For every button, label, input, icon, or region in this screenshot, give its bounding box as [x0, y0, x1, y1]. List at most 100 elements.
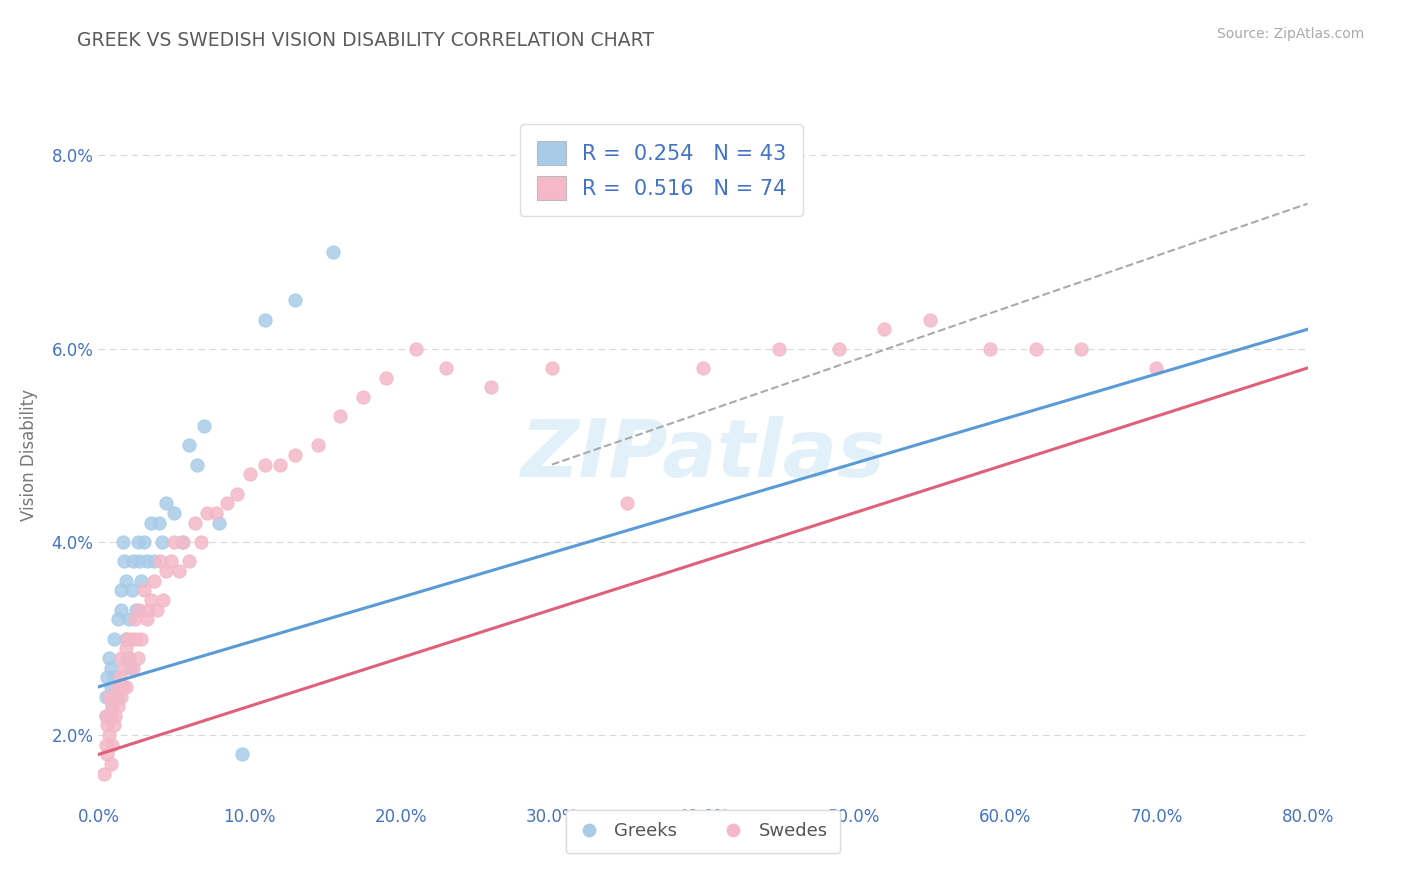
Point	[152, 592, 174, 607]
Point	[110, 690, 132, 704]
Point	[114, 632, 136, 646]
Point	[179, 438, 201, 452]
Point	[352, 390, 374, 404]
Point	[768, 342, 790, 356]
Point	[160, 554, 183, 568]
Point	[114, 574, 136, 588]
Point	[107, 612, 129, 626]
Point	[163, 506, 186, 520]
Point	[100, 757, 122, 772]
Point	[208, 516, 231, 530]
Point	[143, 554, 166, 568]
Point	[141, 592, 163, 607]
Point	[253, 458, 276, 472]
Point	[129, 632, 152, 646]
Point	[94, 738, 117, 752]
Point	[100, 680, 122, 694]
Point	[94, 708, 117, 723]
Point	[172, 534, 194, 549]
Point	[115, 651, 138, 665]
Point	[1070, 342, 1092, 356]
Point	[405, 342, 427, 356]
Point	[141, 516, 163, 530]
Point	[146, 602, 169, 616]
Point	[284, 448, 307, 462]
Point	[101, 699, 124, 714]
Point	[112, 660, 135, 674]
Point	[96, 718, 118, 732]
Point	[828, 342, 851, 356]
Point	[128, 602, 150, 616]
Point	[215, 496, 238, 510]
Point	[190, 534, 212, 549]
Point	[93, 767, 115, 781]
Point	[124, 612, 146, 626]
Point	[193, 419, 215, 434]
Point	[284, 293, 307, 308]
Text: Source: ZipAtlas.com: Source: ZipAtlas.com	[1216, 27, 1364, 41]
Point	[94, 708, 117, 723]
Point	[167, 564, 190, 578]
Point	[94, 690, 117, 704]
Point	[540, 361, 562, 376]
Point	[111, 680, 134, 694]
Point	[307, 438, 329, 452]
Point	[114, 680, 136, 694]
Point	[136, 602, 159, 616]
Point	[103, 718, 125, 732]
Point	[110, 651, 132, 665]
Point	[148, 516, 170, 530]
Point	[135, 612, 157, 626]
Point	[125, 632, 148, 646]
Point	[118, 651, 141, 665]
Point	[239, 467, 262, 482]
Point	[100, 708, 122, 723]
Point	[434, 361, 457, 376]
Point	[132, 583, 155, 598]
Point	[101, 738, 124, 752]
Point	[111, 534, 134, 549]
Y-axis label: Vision Disability: Vision Disability	[20, 389, 38, 521]
Point	[269, 458, 291, 472]
Point	[110, 602, 132, 616]
Point	[114, 641, 136, 656]
Point	[122, 554, 145, 568]
Point	[118, 612, 141, 626]
Point	[127, 534, 149, 549]
Point	[98, 728, 121, 742]
Point	[115, 632, 138, 646]
Point	[918, 312, 941, 326]
Point	[105, 690, 128, 704]
Point	[322, 244, 344, 259]
Point	[481, 380, 503, 394]
Point	[98, 651, 121, 665]
Point	[98, 690, 121, 704]
Point	[129, 574, 152, 588]
Point	[1144, 361, 1167, 376]
Point	[253, 312, 276, 326]
Point	[104, 708, 127, 723]
Point	[170, 534, 193, 549]
Point	[121, 632, 143, 646]
Point	[873, 322, 896, 336]
Point	[979, 342, 1001, 356]
Point	[135, 554, 157, 568]
Point	[103, 690, 125, 704]
Text: GREEK VS SWEDISH VISION DISABILITY CORRELATION CHART: GREEK VS SWEDISH VISION DISABILITY CORRE…	[77, 31, 654, 50]
Point	[149, 554, 172, 568]
Point	[127, 651, 149, 665]
Point	[120, 660, 142, 674]
Point	[374, 370, 396, 384]
Point	[110, 583, 132, 598]
Point	[226, 486, 249, 500]
Point	[186, 458, 208, 472]
Point	[143, 574, 166, 588]
Point	[96, 747, 118, 762]
Point	[692, 361, 714, 376]
Point	[132, 534, 155, 549]
Legend: Greeks, Swedes: Greeks, Swedes	[565, 810, 841, 853]
Point	[125, 602, 148, 616]
Point	[329, 409, 352, 424]
Point	[121, 583, 143, 598]
Point	[155, 496, 177, 510]
